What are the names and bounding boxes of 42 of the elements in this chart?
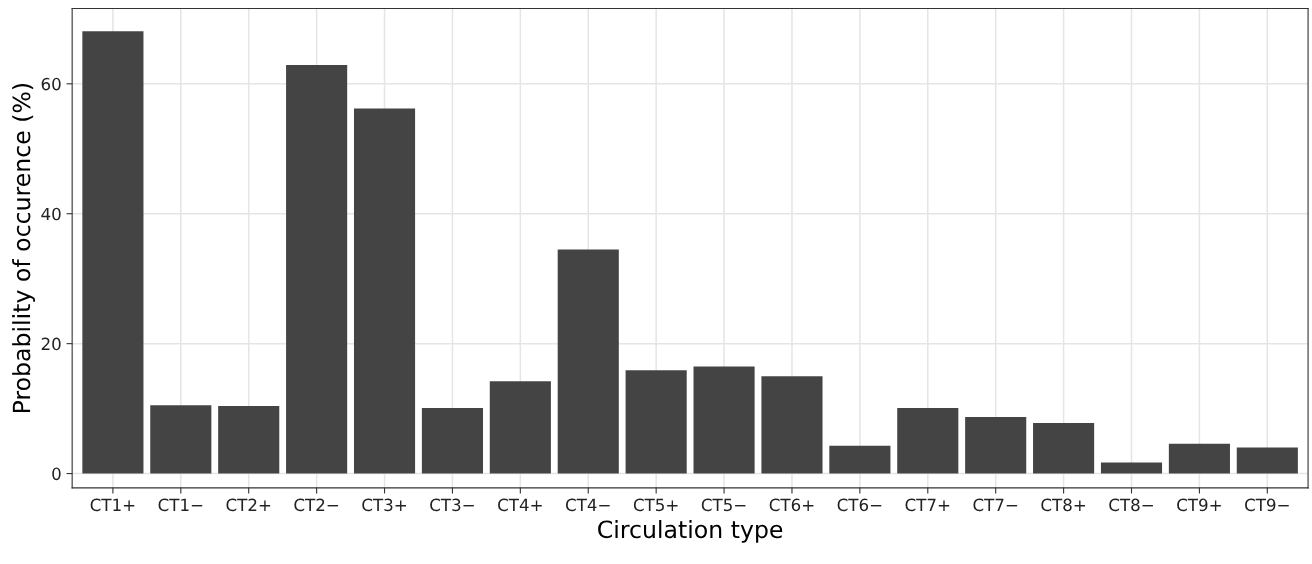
x-tick-label: CT8− xyxy=(1109,498,1153,512)
bar xyxy=(1100,462,1163,474)
x-tick-label: CT5− xyxy=(701,498,746,512)
x-tick-label: CT3+ xyxy=(362,498,406,512)
x-tick-label: CT7+ xyxy=(905,498,950,512)
bar xyxy=(1236,447,1298,474)
x-tick-label: CT8+ xyxy=(1041,498,1086,512)
bar xyxy=(625,370,687,474)
bar xyxy=(286,64,348,474)
bar xyxy=(421,407,483,474)
bar xyxy=(965,417,1027,474)
x-tick-label: CT9+ xyxy=(1177,498,1221,512)
bar xyxy=(82,31,144,474)
y-tick-label: 0 xyxy=(52,467,61,481)
x-tick-label: CT6+ xyxy=(769,498,814,512)
x-axis-title: Circulation type xyxy=(598,519,783,543)
x-tick-label: CT3− xyxy=(430,498,474,512)
y-tick-label: 20 xyxy=(41,337,61,351)
x-tick-label: CT4+ xyxy=(498,498,542,512)
bar xyxy=(557,249,619,474)
x-tick-label: CT6− xyxy=(837,498,882,512)
x-tick-label: CT5+ xyxy=(633,498,678,512)
bar xyxy=(761,376,823,474)
bar xyxy=(829,445,891,474)
bar xyxy=(353,108,416,474)
bar xyxy=(693,366,755,474)
x-tick-label: CT2+ xyxy=(226,498,271,512)
x-tick-label: CT1− xyxy=(158,498,203,512)
x-tick-label: CT9− xyxy=(1245,498,1289,512)
bar xyxy=(489,381,551,474)
y-tick-label: 60 xyxy=(41,77,61,91)
x-tick-label: CT1+ xyxy=(90,498,135,512)
bar xyxy=(1168,443,1230,474)
bar xyxy=(218,406,280,474)
bar xyxy=(897,407,959,474)
y-tick-label: 40 xyxy=(41,207,61,221)
y-axis-title: Probability of occurence (%) xyxy=(12,83,35,413)
bar xyxy=(150,405,212,474)
x-tick-label: CT2− xyxy=(294,498,339,512)
x-tick-label: CT7− xyxy=(973,498,1018,512)
bar xyxy=(1033,422,1095,474)
x-tick-label: CT4− xyxy=(565,498,610,512)
